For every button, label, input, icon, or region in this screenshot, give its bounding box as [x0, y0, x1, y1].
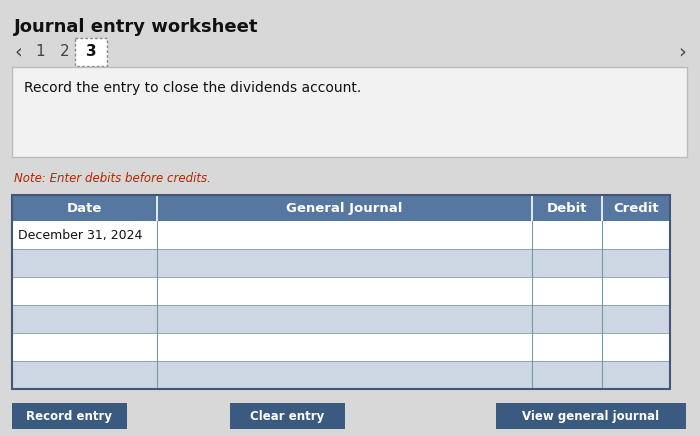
FancyBboxPatch shape [75, 38, 107, 66]
Text: 3: 3 [85, 44, 97, 59]
Text: Credit: Credit [613, 201, 659, 215]
Bar [496, 403, 686, 429]
Text: General Journal: General Journal [286, 201, 402, 215]
Text: Record entry: Record entry [27, 409, 113, 422]
Text: 1: 1 [35, 44, 45, 59]
Text: ›: › [678, 42, 686, 61]
Bar [12, 277, 670, 305]
Bar [12, 403, 127, 429]
FancyBboxPatch shape [12, 67, 687, 157]
Text: Clear entry: Clear entry [251, 409, 325, 422]
Bar [12, 305, 670, 333]
Bar [12, 195, 670, 221]
Bar [12, 361, 670, 389]
Text: December 31, 2024: December 31, 2024 [18, 228, 142, 242]
Bar [12, 333, 670, 361]
Bar [12, 195, 670, 389]
Text: Journal entry worksheet: Journal entry worksheet [14, 18, 258, 36]
Text: View general journal: View general journal [522, 409, 659, 422]
Bar [12, 221, 670, 249]
Text: ‹: ‹ [14, 42, 22, 61]
Text: 2: 2 [60, 44, 70, 59]
Text: Debit: Debit [547, 201, 587, 215]
Text: Note: Enter debits before credits.: Note: Enter debits before credits. [14, 172, 211, 185]
Text: Record the entry to close the dividends account.: Record the entry to close the dividends … [24, 81, 361, 95]
Bar [12, 249, 670, 277]
Bar [230, 403, 345, 429]
Text: Date: Date [66, 201, 102, 215]
